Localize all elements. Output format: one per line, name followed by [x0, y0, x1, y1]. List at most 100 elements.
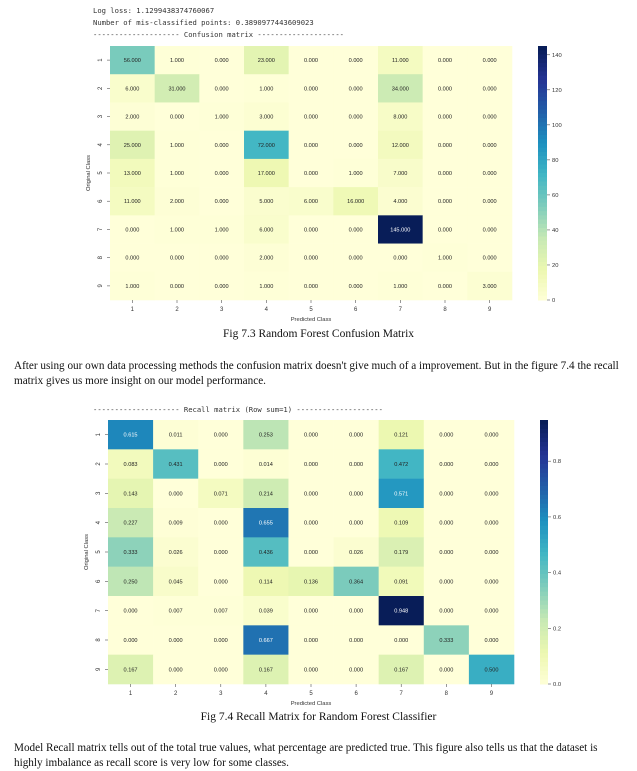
- colorbar-segment: [538, 211, 547, 216]
- cell-value-label: 72.000: [258, 143, 275, 149]
- colorbar-segment: [540, 618, 548, 623]
- heatmap-cell: [198, 625, 244, 655]
- colorbar-segment: [540, 530, 548, 535]
- heatmap-cell: [468, 537, 515, 567]
- colorbar-segment: [540, 582, 548, 588]
- cell-value-label: 0.000: [484, 491, 498, 497]
- colorbar-segment: [538, 92, 547, 98]
- colorbar-segment: [538, 266, 547, 271]
- heatmap-cell: [422, 102, 468, 131]
- heatmap-cell: [243, 596, 289, 626]
- cell-value-label: 0.009: [169, 521, 183, 527]
- y-tick-label: 7: [96, 608, 102, 612]
- cell-value-label: 0.333: [439, 638, 453, 644]
- x-tick-label: 4: [265, 307, 269, 313]
- cell-value-label: 0.167: [259, 667, 273, 673]
- colorbar-segment: [540, 490, 548, 496]
- colorbar-segment: [540, 512, 548, 518]
- cell-value-label: 1.000: [215, 227, 229, 233]
- colorbar-segment: [540, 657, 548, 663]
- colorbar-segment: [538, 287, 547, 293]
- colorbar-segment: [540, 591, 548, 597]
- cell-value-label: 0.000: [304, 256, 318, 262]
- heatmap-cell: [108, 566, 154, 597]
- x-tick-label: 8: [443, 307, 447, 313]
- cell-value-label: 0.000: [304, 227, 318, 233]
- cell-value-label: 0.000: [349, 143, 363, 149]
- colorbar-segment: [540, 420, 548, 425]
- heatmap-cell: [110, 74, 155, 103]
- heatmap-cell: [333, 130, 379, 160]
- x-tick-label: 5: [309, 691, 313, 697]
- cell-value-label: 0.045: [169, 579, 183, 585]
- heatmap-cell: [110, 102, 155, 131]
- heatmap-cell: [333, 596, 379, 626]
- colorbar-segment: [538, 54, 547, 60]
- colorbar-segment: [538, 240, 547, 246]
- heatmap-cell: [243, 508, 289, 538]
- heatmap-cell: [422, 158, 468, 188]
- heatmap-cell: [468, 449, 515, 479]
- heatmap-cell: [108, 596, 154, 626]
- log-loss-text: Log loss: 1.1299438374760067: [93, 6, 215, 15]
- y-tick-label: 9: [98, 284, 104, 288]
- colorbar-segment: [538, 249, 547, 254]
- cell-value-label: 0.000: [304, 58, 318, 64]
- x-axis-label: Predicted Class: [291, 317, 332, 323]
- heatmap-cell: [153, 596, 199, 626]
- cell-value-label: 0.000: [483, 227, 497, 233]
- heatmap-cell: [423, 537, 470, 567]
- heatmap-cell: [468, 420, 515, 450]
- y-tick-label: 7: [98, 227, 104, 231]
- cell-value-label: 1.000: [170, 227, 184, 233]
- cell-value-label: 0.000: [484, 609, 498, 615]
- cell-value-label: 0.000: [215, 58, 229, 64]
- cell-value-label: 0.000: [215, 86, 229, 92]
- colorbar-segment: [538, 50, 547, 55]
- heatmap-cell: [198, 654, 244, 685]
- heatmap-cell: [154, 158, 200, 188]
- colorbar-segment: [540, 459, 548, 465]
- colorbar-segment: [538, 126, 547, 132]
- cell-value-label: 0.000: [349, 609, 363, 615]
- heatmap-cell: [378, 478, 425, 509]
- heatmap-cell: [110, 158, 155, 188]
- x-tick-label: 6: [354, 691, 358, 697]
- heatmap-cell: [378, 243, 423, 273]
- colorbar-segment: [538, 84, 547, 89]
- heatmap-cell: [288, 187, 334, 216]
- heatmap-cell: [423, 449, 470, 479]
- colorbar-tick-label: 60: [552, 193, 558, 199]
- heatmap-cell: [468, 625, 515, 655]
- x-tick-label: 6: [354, 307, 358, 313]
- figure-7-4-caption: Fig 7.4 Recall Matrix for Random Forest …: [200, 711, 437, 723]
- heatmap-cell: [422, 46, 468, 75]
- cell-value-label: 0.000: [439, 433, 453, 439]
- heatmap-cell: [467, 271, 513, 301]
- heatmap-cell: [288, 449, 334, 479]
- heatmap-cell: [467, 187, 513, 216]
- colorbar-tick-label: 40: [552, 228, 558, 234]
- cell-value-label: 0.109: [394, 521, 408, 527]
- heatmap-cell: [244, 187, 289, 216]
- heatmap-cell: [467, 215, 513, 244]
- heatmap-cell: [108, 508, 154, 538]
- colorbar-tick-label: 0.6: [553, 515, 561, 521]
- heatmap-cell: [467, 158, 513, 188]
- colorbar-segment: [540, 648, 548, 654]
- colorbar-segment: [538, 122, 547, 127]
- x-tick-label: 9: [490, 691, 494, 697]
- cell-value-label: 0.167: [394, 667, 408, 673]
- heatmap-cell: [199, 74, 245, 103]
- cell-value-label: 0.000: [304, 491, 318, 497]
- colorbar-segment: [538, 206, 547, 212]
- heatmap-cell: [244, 271, 289, 301]
- heatmap-cell: [244, 130, 289, 160]
- heatmap-cell: [378, 654, 425, 685]
- cell-value-label: 0.000: [125, 256, 139, 262]
- heatmap-cell: [243, 420, 289, 450]
- heatmap-cell: [244, 46, 289, 75]
- colorbar-segment: [538, 168, 547, 174]
- heatmap-cell: [378, 74, 423, 103]
- colorbar-segment: [538, 105, 547, 110]
